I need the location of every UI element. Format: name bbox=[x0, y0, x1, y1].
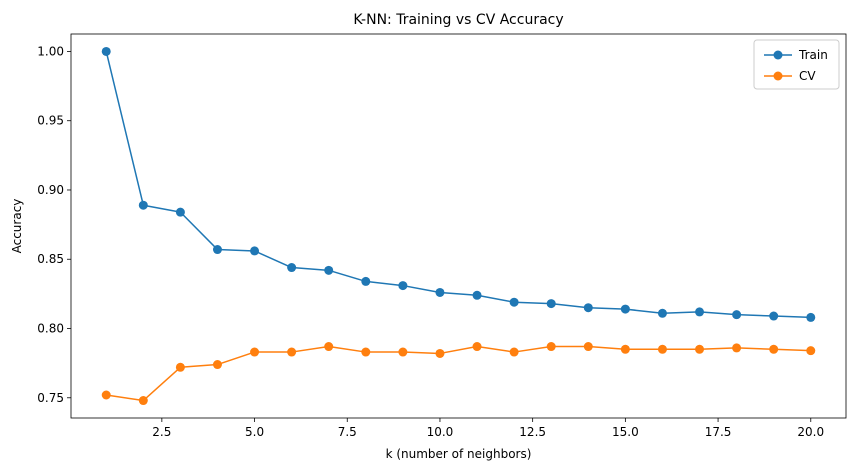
data-point bbox=[287, 263, 297, 273]
data-point bbox=[583, 303, 593, 313]
data-point bbox=[732, 310, 742, 320]
data-point bbox=[695, 307, 705, 317]
data-point bbox=[435, 287, 445, 297]
data-point bbox=[769, 344, 779, 354]
x-tick-label: 17.5 bbox=[705, 425, 732, 439]
data-point bbox=[695, 344, 705, 354]
data-point bbox=[138, 396, 148, 406]
x-tick-label: 5.0 bbox=[245, 425, 264, 439]
data-point bbox=[287, 347, 297, 357]
data-point bbox=[361, 347, 371, 357]
x-tick-label: 7.5 bbox=[338, 425, 357, 439]
data-point bbox=[509, 297, 519, 307]
data-point bbox=[138, 200, 148, 210]
data-point bbox=[101, 390, 111, 400]
y-axis-title: Accuracy bbox=[10, 199, 24, 254]
chart-title: K-NN: Training vs CV Accuracy bbox=[353, 12, 563, 28]
data-point bbox=[175, 207, 185, 217]
legend-marker bbox=[773, 71, 783, 81]
x-axis: 2.5 5.0 7.5 10.0 12.5 15.0 17.5 20.0 bbox=[152, 418, 824, 439]
data-point bbox=[732, 343, 742, 353]
y-tick-label: 0.85 bbox=[37, 252, 64, 266]
x-tick-label: 2.5 bbox=[152, 425, 171, 439]
data-point bbox=[657, 308, 667, 318]
legend: Train CV bbox=[753, 39, 840, 90]
data-point bbox=[324, 265, 334, 275]
data-point bbox=[472, 290, 482, 300]
y-tick-label: 1.00 bbox=[37, 44, 64, 58]
y-tick-label: 0.75 bbox=[37, 391, 64, 405]
series-cv bbox=[101, 342, 816, 406]
data-point bbox=[769, 311, 779, 321]
y-axis: 0.75 0.80 0.85 0.90 0.95 1.00 bbox=[37, 44, 71, 405]
legend-label: Train bbox=[798, 48, 828, 62]
x-tick-label: 10.0 bbox=[427, 425, 454, 439]
data-point bbox=[806, 346, 816, 356]
y-tick-label: 0.90 bbox=[37, 183, 64, 197]
data-point bbox=[398, 347, 408, 357]
data-point bbox=[546, 342, 556, 352]
x-axis-title: k (number of neighbors) bbox=[386, 447, 532, 461]
data-point bbox=[398, 281, 408, 291]
data-point bbox=[806, 312, 816, 322]
legend-marker bbox=[773, 50, 783, 60]
data-point bbox=[212, 360, 222, 370]
data-point bbox=[250, 246, 260, 256]
data-point bbox=[361, 276, 371, 286]
data-point bbox=[175, 362, 185, 372]
x-tick-label: 15.0 bbox=[612, 425, 639, 439]
x-tick-label: 20.0 bbox=[797, 425, 824, 439]
data-point bbox=[620, 344, 630, 354]
data-point bbox=[583, 342, 593, 352]
series-line bbox=[105, 51, 811, 319]
plot-area bbox=[70, 33, 847, 419]
series-train bbox=[101, 46, 816, 322]
data-point bbox=[509, 347, 519, 357]
data-point bbox=[657, 344, 667, 354]
data-point bbox=[472, 342, 482, 352]
legend-item-cv: CV bbox=[764, 69, 816, 83]
x-tick-label: 12.5 bbox=[519, 425, 546, 439]
legend-label: CV bbox=[799, 69, 816, 83]
data-point bbox=[101, 46, 111, 56]
data-point bbox=[435, 348, 445, 358]
y-tick-label: 0.95 bbox=[37, 114, 64, 128]
data-point bbox=[250, 347, 260, 357]
data-point bbox=[324, 342, 334, 352]
data-point bbox=[620, 304, 630, 314]
series-line bbox=[106, 345, 811, 402]
legend-item-train: Train bbox=[764, 48, 828, 62]
data-point bbox=[212, 245, 222, 255]
data-point bbox=[546, 299, 556, 309]
y-tick-label: 0.80 bbox=[37, 322, 64, 336]
plot-frame bbox=[70, 33, 847, 419]
